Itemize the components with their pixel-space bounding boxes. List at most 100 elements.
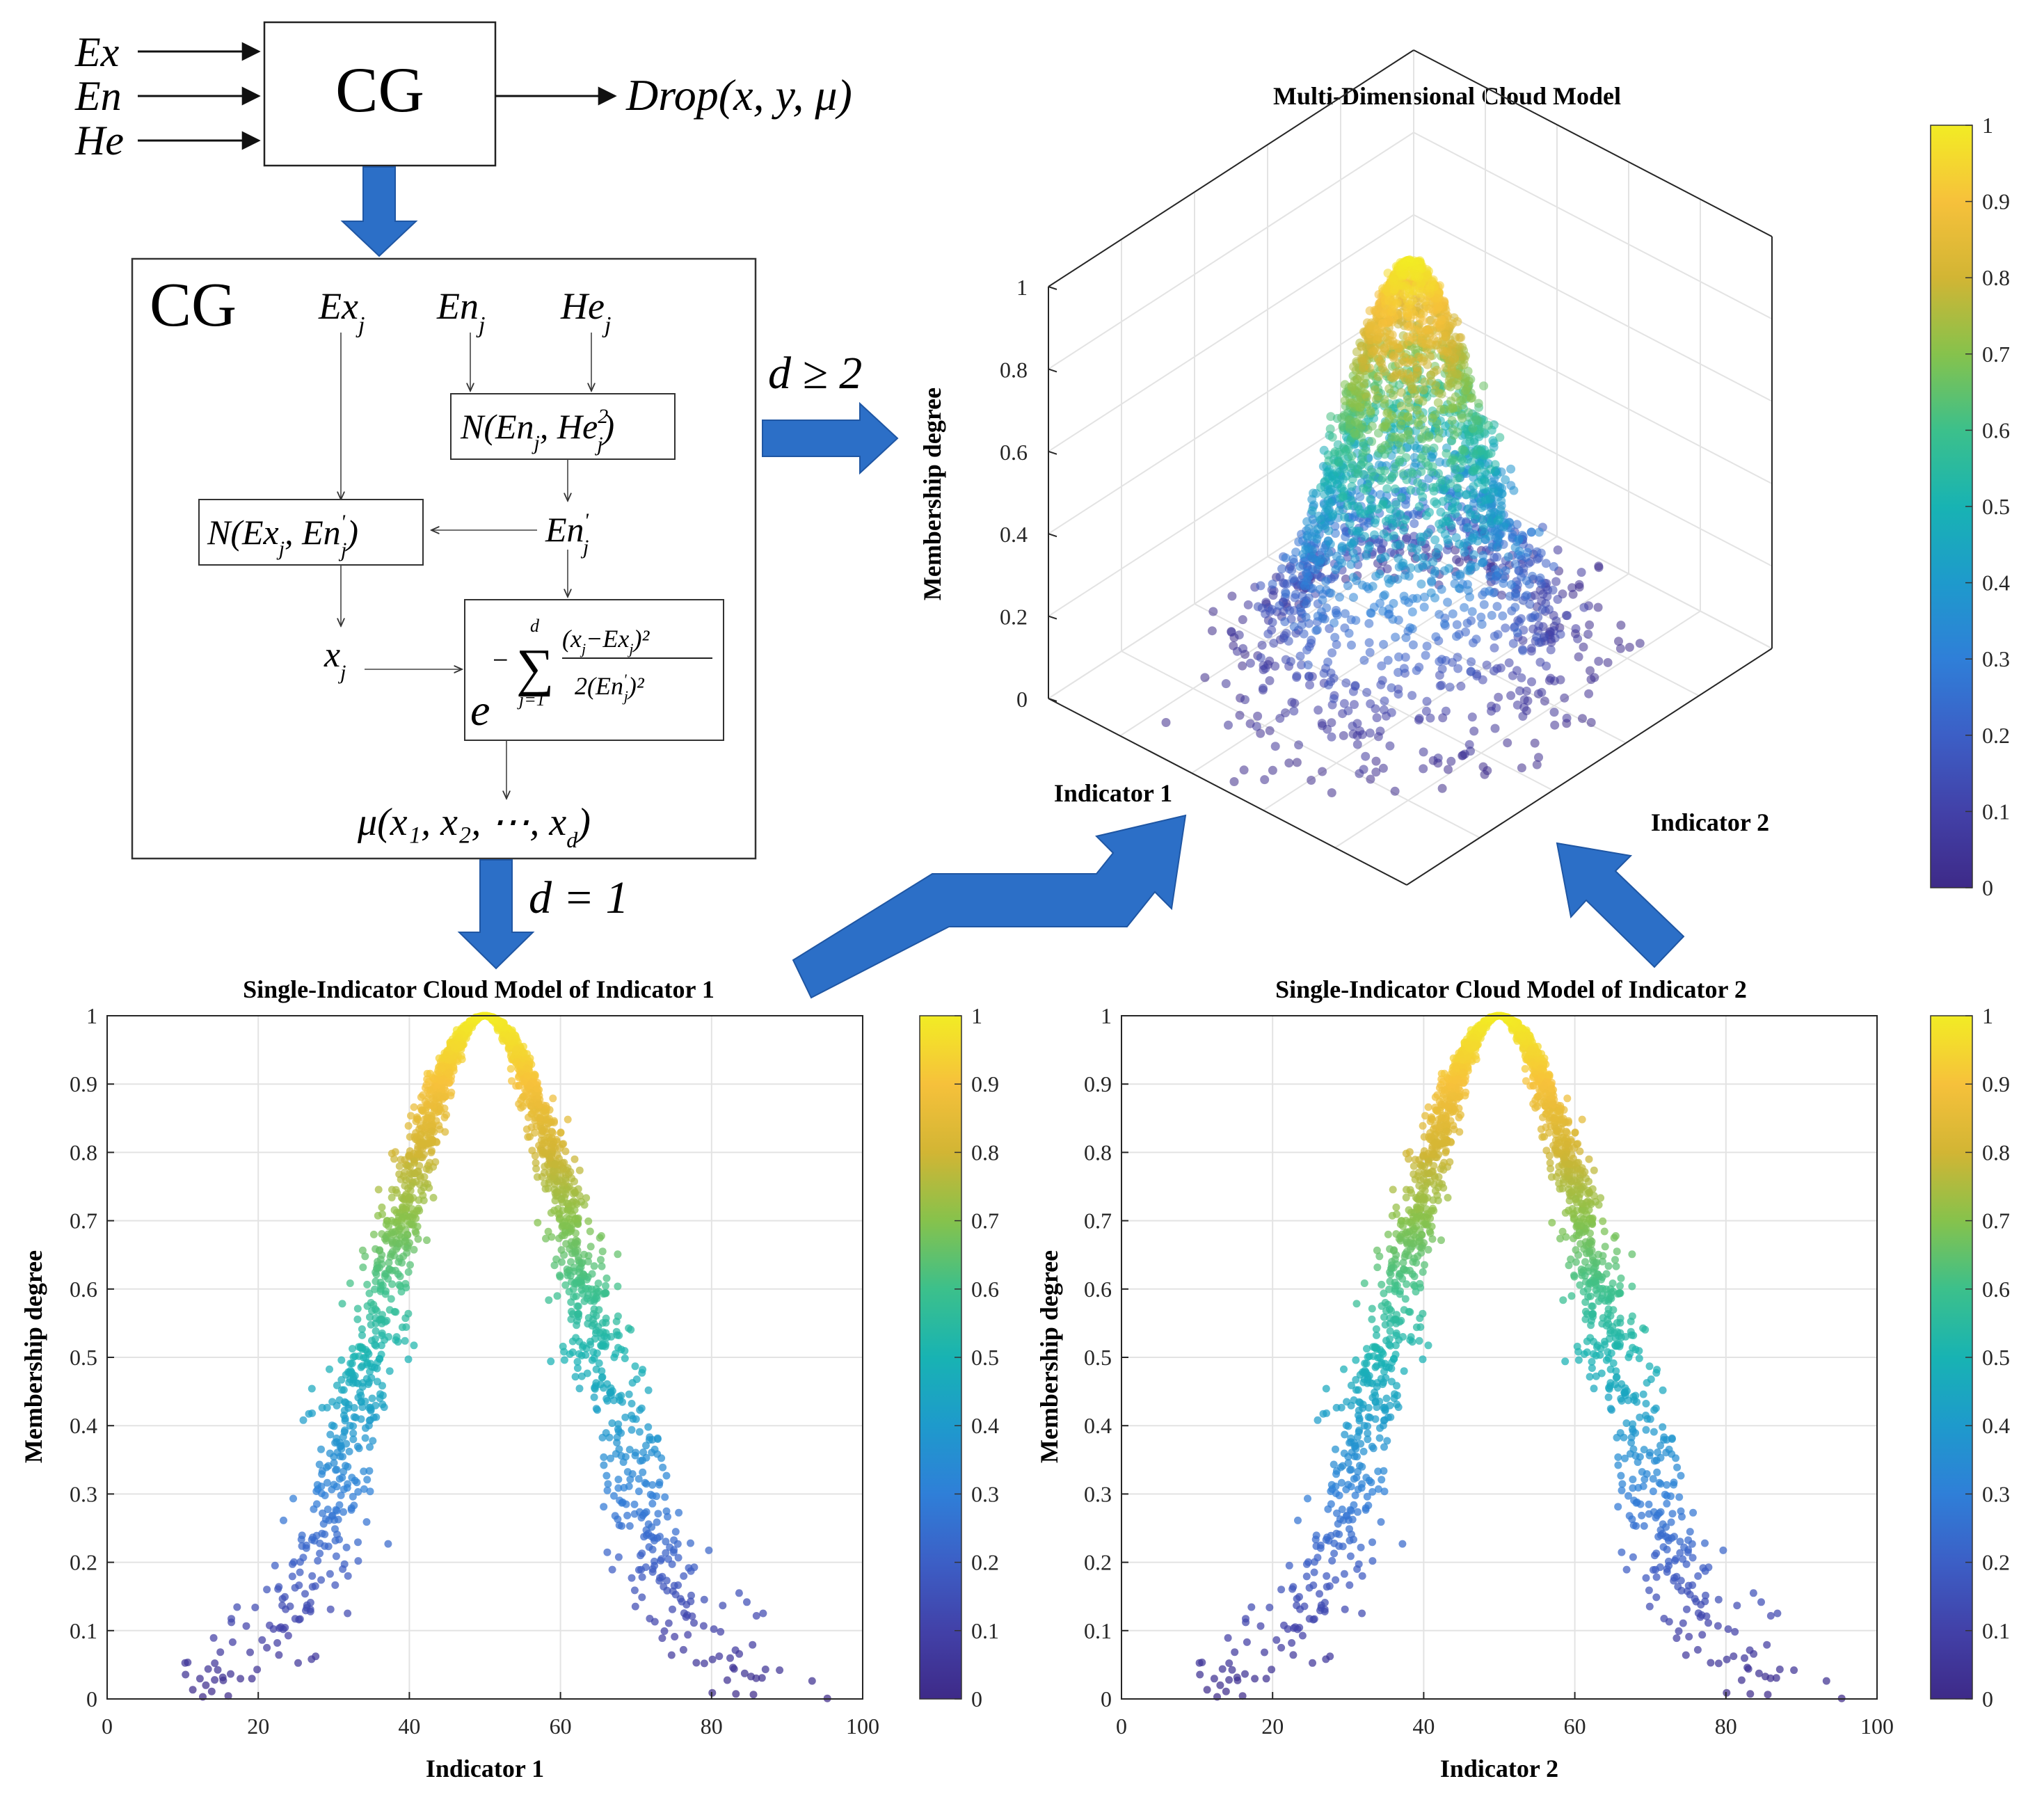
cloud-drop	[342, 1462, 349, 1470]
cloud-drop-3d	[1512, 628, 1522, 638]
cloud-drop	[752, 1612, 760, 1620]
cloud-drop	[280, 1516, 287, 1524]
cloud-drop-3d	[1444, 494, 1453, 504]
cloud-drop	[395, 1162, 404, 1170]
cloud-drop-3d	[1378, 763, 1388, 773]
cloud-drop-3d	[1416, 467, 1426, 477]
cloud-drop-3d	[1462, 618, 1472, 628]
cloud-drop	[586, 1341, 595, 1349]
cloud-drop	[628, 1400, 636, 1407]
cloud-drop	[630, 1586, 639, 1595]
cloud-drop	[577, 1279, 585, 1287]
cloud-drop-3d	[1530, 611, 1540, 621]
normal1-box	[450, 393, 676, 460]
cloud-drop	[532, 1159, 540, 1167]
cloud-drop-3d	[1403, 369, 1412, 378]
cloud-drop	[413, 1149, 422, 1158]
cloud-drop-3d	[1324, 526, 1334, 536]
cloud-drop	[317, 1445, 325, 1453]
chart1-ticks: 0 20 40 60 80 10000.10.20.30.40.50.60.70.80.9…	[70, 1003, 879, 1739]
cloud-drop	[588, 1270, 596, 1278]
cloud-drop-3d	[1444, 765, 1453, 774]
cloud-drop-3d	[1317, 719, 1327, 728]
cloud-drop-3d	[1350, 429, 1359, 438]
chart1-colorbar-ticks: 00.10.20.30.40.50.60.70.80.91	[955, 1003, 999, 1711]
cloud-drop-3d	[1350, 700, 1359, 710]
cloud-drop	[776, 1666, 784, 1675]
cloud-drop-3d	[1364, 505, 1374, 515]
cloud-drop-3d	[1422, 696, 1432, 706]
cloud-drop-3d	[1432, 550, 1442, 559]
cloud-drop-3d	[1485, 572, 1495, 582]
cloud-drop-3d	[1494, 568, 1503, 577]
cloud-drop	[372, 1270, 381, 1279]
cloud-drop	[412, 1128, 420, 1137]
cloud-drop	[723, 1676, 731, 1684]
cloud-drop-3d	[1337, 543, 1347, 552]
cloud-drop	[559, 1222, 567, 1230]
cloud-drop-3d	[1433, 398, 1443, 408]
cloud-drop	[602, 1340, 610, 1348]
cloud-drop-3d	[1506, 580, 1516, 589]
cloud-drop	[590, 1305, 598, 1314]
cloud-drop	[224, 1692, 232, 1700]
x-tick-label: 100	[846, 1714, 879, 1739]
colorbar-tick-label: 0	[1982, 875, 1993, 900]
cloud-drop-3d	[1349, 362, 1359, 372]
cloud-drop-3d	[1517, 763, 1526, 773]
cloud-drop	[237, 1675, 245, 1683]
cloud-drop	[749, 1691, 758, 1699]
cloud-drop-3d	[1494, 692, 1503, 702]
cloud-drop-3d	[1579, 602, 1589, 612]
cloud-drop-3d	[1356, 509, 1366, 518]
cloud-drop	[533, 1085, 541, 1093]
cloud-drop-3d	[1493, 534, 1503, 543]
cloud-drop-3d	[1331, 565, 1341, 575]
cloud-drop	[566, 1168, 575, 1176]
cloud-drop-3d	[1355, 769, 1364, 779]
cloud-drop	[410, 1341, 418, 1350]
cloud-drop	[394, 1258, 403, 1266]
cloud-drop	[404, 1355, 413, 1364]
cloud-drop-3d	[1295, 561, 1305, 571]
cloud-drop	[365, 1421, 373, 1430]
z-tick-label: 0.6	[1000, 440, 1028, 465]
cloud-drop-3d	[1378, 473, 1387, 483]
cloud-drop-3d	[1375, 490, 1385, 500]
cloud-drop	[623, 1468, 632, 1476]
cloud-drop	[345, 1378, 353, 1387]
x-tick-label: 80	[701, 1714, 723, 1739]
cloud-drop	[195, 1675, 204, 1683]
cloud-drop-3d	[1449, 431, 1459, 440]
cloud-drop-3d	[1261, 664, 1270, 673]
cloud-drop	[690, 1563, 698, 1572]
cloud-drop-3d	[1289, 622, 1299, 632]
cloud-drop	[641, 1478, 649, 1487]
cloud-drop-3d	[1426, 289, 1435, 298]
cloud-drop-3d	[1382, 484, 1392, 493]
cloud-drop-3d	[1390, 285, 1399, 294]
cloud-drop-3d	[1428, 413, 1437, 423]
cloud-drop-3d	[1426, 452, 1436, 462]
cloud-drop-3d	[1414, 395, 1423, 405]
cloud-drop-3d	[1349, 593, 1358, 602]
cloud-drop	[468, 1023, 477, 1032]
cloud-drop-3d	[1259, 683, 1268, 693]
y-tick-label: 0.3	[70, 1481, 97, 1506]
cloud-drop	[344, 1404, 353, 1412]
cloud-drop-3d	[1493, 542, 1503, 552]
cloud-drop	[425, 1166, 433, 1174]
cloud-drop	[556, 1272, 564, 1281]
cloud-drop	[575, 1166, 584, 1174]
cloud-drop	[378, 1203, 386, 1211]
cloud-drop	[594, 1279, 602, 1288]
cloud-drop	[544, 1227, 552, 1236]
cloud-drop	[575, 1384, 584, 1393]
cloud-drop-3d	[1508, 671, 1517, 680]
cloud-drop	[335, 1396, 344, 1404]
cloud-drop-3d	[1207, 626, 1217, 636]
cloud-drop-3d	[1551, 577, 1561, 586]
cloud-drop-3d	[1388, 520, 1398, 530]
cloud-drop	[623, 1511, 632, 1519]
cloud-drop-3d	[1396, 401, 1406, 411]
